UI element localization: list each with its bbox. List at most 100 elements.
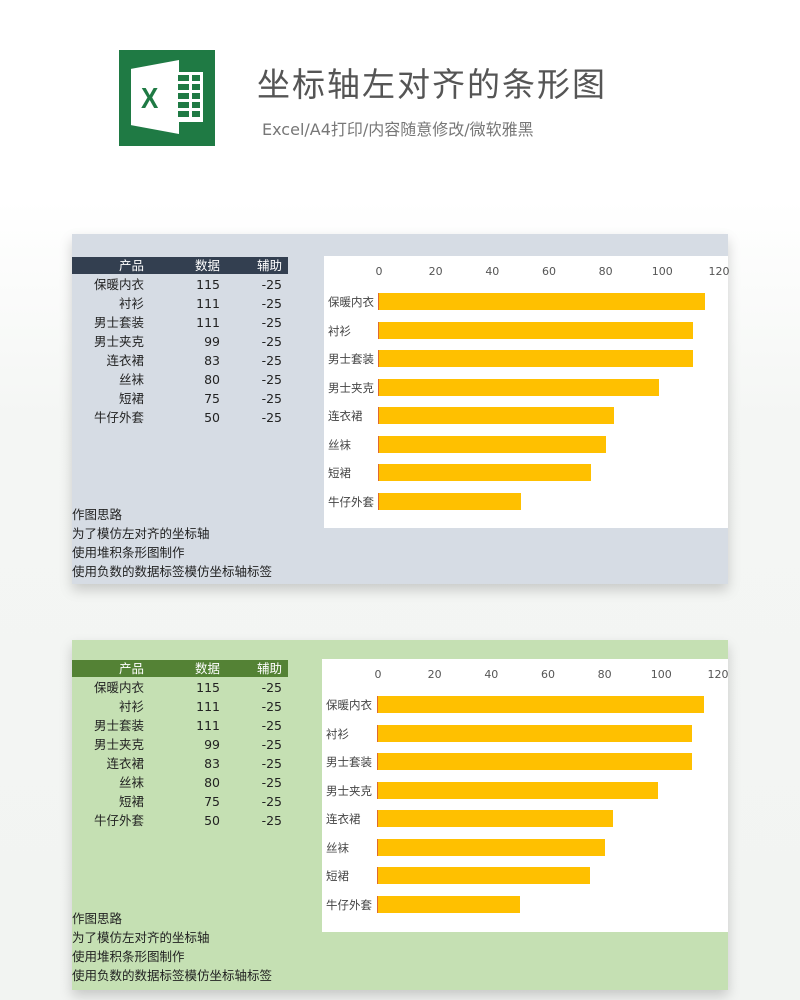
table-header: 产品 数据 辅助: [72, 257, 288, 274]
bar[interactable]: [376, 810, 614, 827]
cell-product: 保暖内衣: [93, 277, 144, 292]
cell-product: 丝袜: [118, 372, 144, 387]
cell-data-value: 115: [196, 680, 220, 695]
axis-tick-label: 80: [598, 265, 613, 278]
bar[interactable]: [377, 378, 660, 396]
cell-data: 75: [144, 792, 220, 811]
column-header-data-label: 数据: [194, 661, 220, 676]
cell-data: 99: [144, 332, 220, 351]
cell-data-value: 111: [196, 296, 220, 311]
axis-tick-label: 20: [427, 668, 442, 681]
category-label: 丝袜: [326, 840, 349, 855]
cell-data: 111: [144, 697, 220, 716]
bar-chart[interactable]: 0 20 40 60 80 100 120 保暖内衣 衬衫 男士套装 男士夹克 连衣裙 丝袜 短裙 牛仔外套: [322, 659, 728, 932]
cell-aux: -25: [261, 277, 282, 292]
cell-product: 男士套装: [93, 718, 144, 733]
note-line: 作图思路: [72, 507, 123, 522]
axis-tick-label: 80: [597, 668, 612, 681]
cell-product: 男士夹克: [93, 334, 144, 349]
table-row: 牛仔外套 50 -25: [72, 811, 288, 830]
bar[interactable]: [377, 696, 704, 713]
cell-aux: -25: [261, 699, 282, 714]
axis-tick-label: 120: [708, 265, 730, 278]
axis-tick-label: 120: [707, 668, 729, 681]
note-line: 使用堆积条形图制作: [72, 545, 185, 560]
cell-data-value: 83: [204, 756, 220, 771]
table-row: 丝袜 80 -25: [72, 370, 288, 389]
column-header-product: 产品: [118, 258, 144, 273]
cell-aux: -25: [261, 391, 282, 406]
cell-aux: -25: [261, 737, 282, 752]
category-label: 男士套装: [328, 352, 374, 366]
cell-data: 115: [144, 275, 220, 294]
table-row: 保暖内衣 115 -25: [72, 275, 288, 294]
note-line: 使用堆积条形图制作: [72, 949, 185, 964]
note-line: 使用负数的数据标签模仿坐标轴标签: [72, 564, 273, 579]
table-row: 连衣裙 83 -25: [72, 754, 288, 773]
cell-data-value: 111: [196, 699, 220, 714]
table-row: 牛仔外套 50 -25: [72, 408, 288, 427]
bar[interactable]: [376, 753, 693, 770]
category-label: 短裙: [328, 466, 351, 480]
excel-icon-page: [131, 60, 179, 134]
cell-aux: -25: [261, 372, 282, 387]
cell-product: 短裙: [118, 794, 144, 809]
table-row: 短裙 75 -25: [72, 389, 288, 408]
column-header-data: 数据: [144, 257, 220, 274]
cell-aux: -25: [261, 410, 282, 425]
table-row: 男士套装 111 -25: [72, 313, 288, 332]
bar[interactable]: [377, 321, 694, 339]
column-header-data-label: 数据: [194, 258, 220, 273]
category-label: 男士套装: [326, 755, 372, 769]
bar[interactable]: [377, 350, 694, 367]
bar[interactable]: [376, 781, 659, 799]
column-header-aux: 辅助: [256, 661, 282, 676]
notes: 作图思路 为了模仿左对齐的坐标轴 使用堆积条形图制作 使用负数的数据标签模仿坐标…: [72, 909, 272, 985]
cell-data: 75: [144, 389, 220, 408]
excel-icon-letter: X: [141, 81, 159, 115]
cell-aux: -25: [261, 296, 282, 311]
category-label: 衬衫: [326, 726, 349, 741]
cell-aux: -25: [261, 334, 282, 349]
axis-tick-label: 0: [374, 668, 382, 681]
excel-icon-grid: [175, 72, 203, 122]
cell-product: 男士夹克: [93, 737, 144, 752]
cell-aux: -25: [261, 315, 282, 330]
table-row: 衬衫 111 -25: [72, 697, 288, 716]
bar[interactable]: [377, 895, 520, 913]
axis-tick-label: 100: [650, 668, 672, 681]
bar[interactable]: [376, 867, 591, 884]
cell-data: 50: [144, 408, 220, 427]
column-header-aux: 辅助: [256, 258, 282, 273]
cell-data: 83: [144, 351, 220, 370]
cell-product: 男士套装: [93, 315, 144, 330]
category-label: 衬衫: [328, 323, 351, 338]
cell-data-value: 50: [204, 813, 220, 828]
cell-aux: -25: [261, 813, 282, 828]
cell-data: 99: [144, 735, 220, 754]
table-header: 产品 数据 辅助: [72, 660, 288, 677]
bar[interactable]: [378, 435, 606, 453]
cell-product: 连衣裙: [106, 353, 144, 368]
category-label: 保暖内衣: [326, 698, 372, 712]
category-label: 连衣裙: [326, 812, 361, 826]
cell-data: 80: [144, 773, 220, 792]
table-row: 衬衫 111 -25: [72, 294, 288, 313]
category-label: 保暖内衣: [328, 295, 374, 309]
cell-product: 连衣裙: [106, 756, 144, 771]
cell-data: 50: [144, 811, 220, 830]
axis-tick-label: 40: [485, 265, 500, 278]
bar[interactable]: [377, 407, 615, 424]
cell-data: 111: [144, 294, 220, 313]
bar[interactable]: [378, 293, 705, 310]
bar[interactable]: [377, 464, 592, 481]
bar[interactable]: [378, 492, 521, 510]
sheet-panel-green: 产品 数据 辅助 保暖内衣 115 -25 衬衫 111 -25 男士套装 111 -25 男士夹…: [72, 640, 728, 990]
note-line: 为了模仿左对齐的坐标轴: [72, 930, 210, 945]
table-row: 男士夹克 99 -25: [72, 332, 288, 351]
bar-chart[interactable]: 0 20 40 60 80 100 120 保暖内衣 衬衫 男士套装 男士夹克 连衣裙 丝袜 短裙 牛仔外套: [324, 256, 730, 528]
cell-data-value: 99: [204, 737, 220, 752]
bar[interactable]: [376, 724, 693, 742]
bar[interactable]: [377, 838, 605, 856]
table-row: 丝袜 80 -25: [72, 773, 288, 792]
